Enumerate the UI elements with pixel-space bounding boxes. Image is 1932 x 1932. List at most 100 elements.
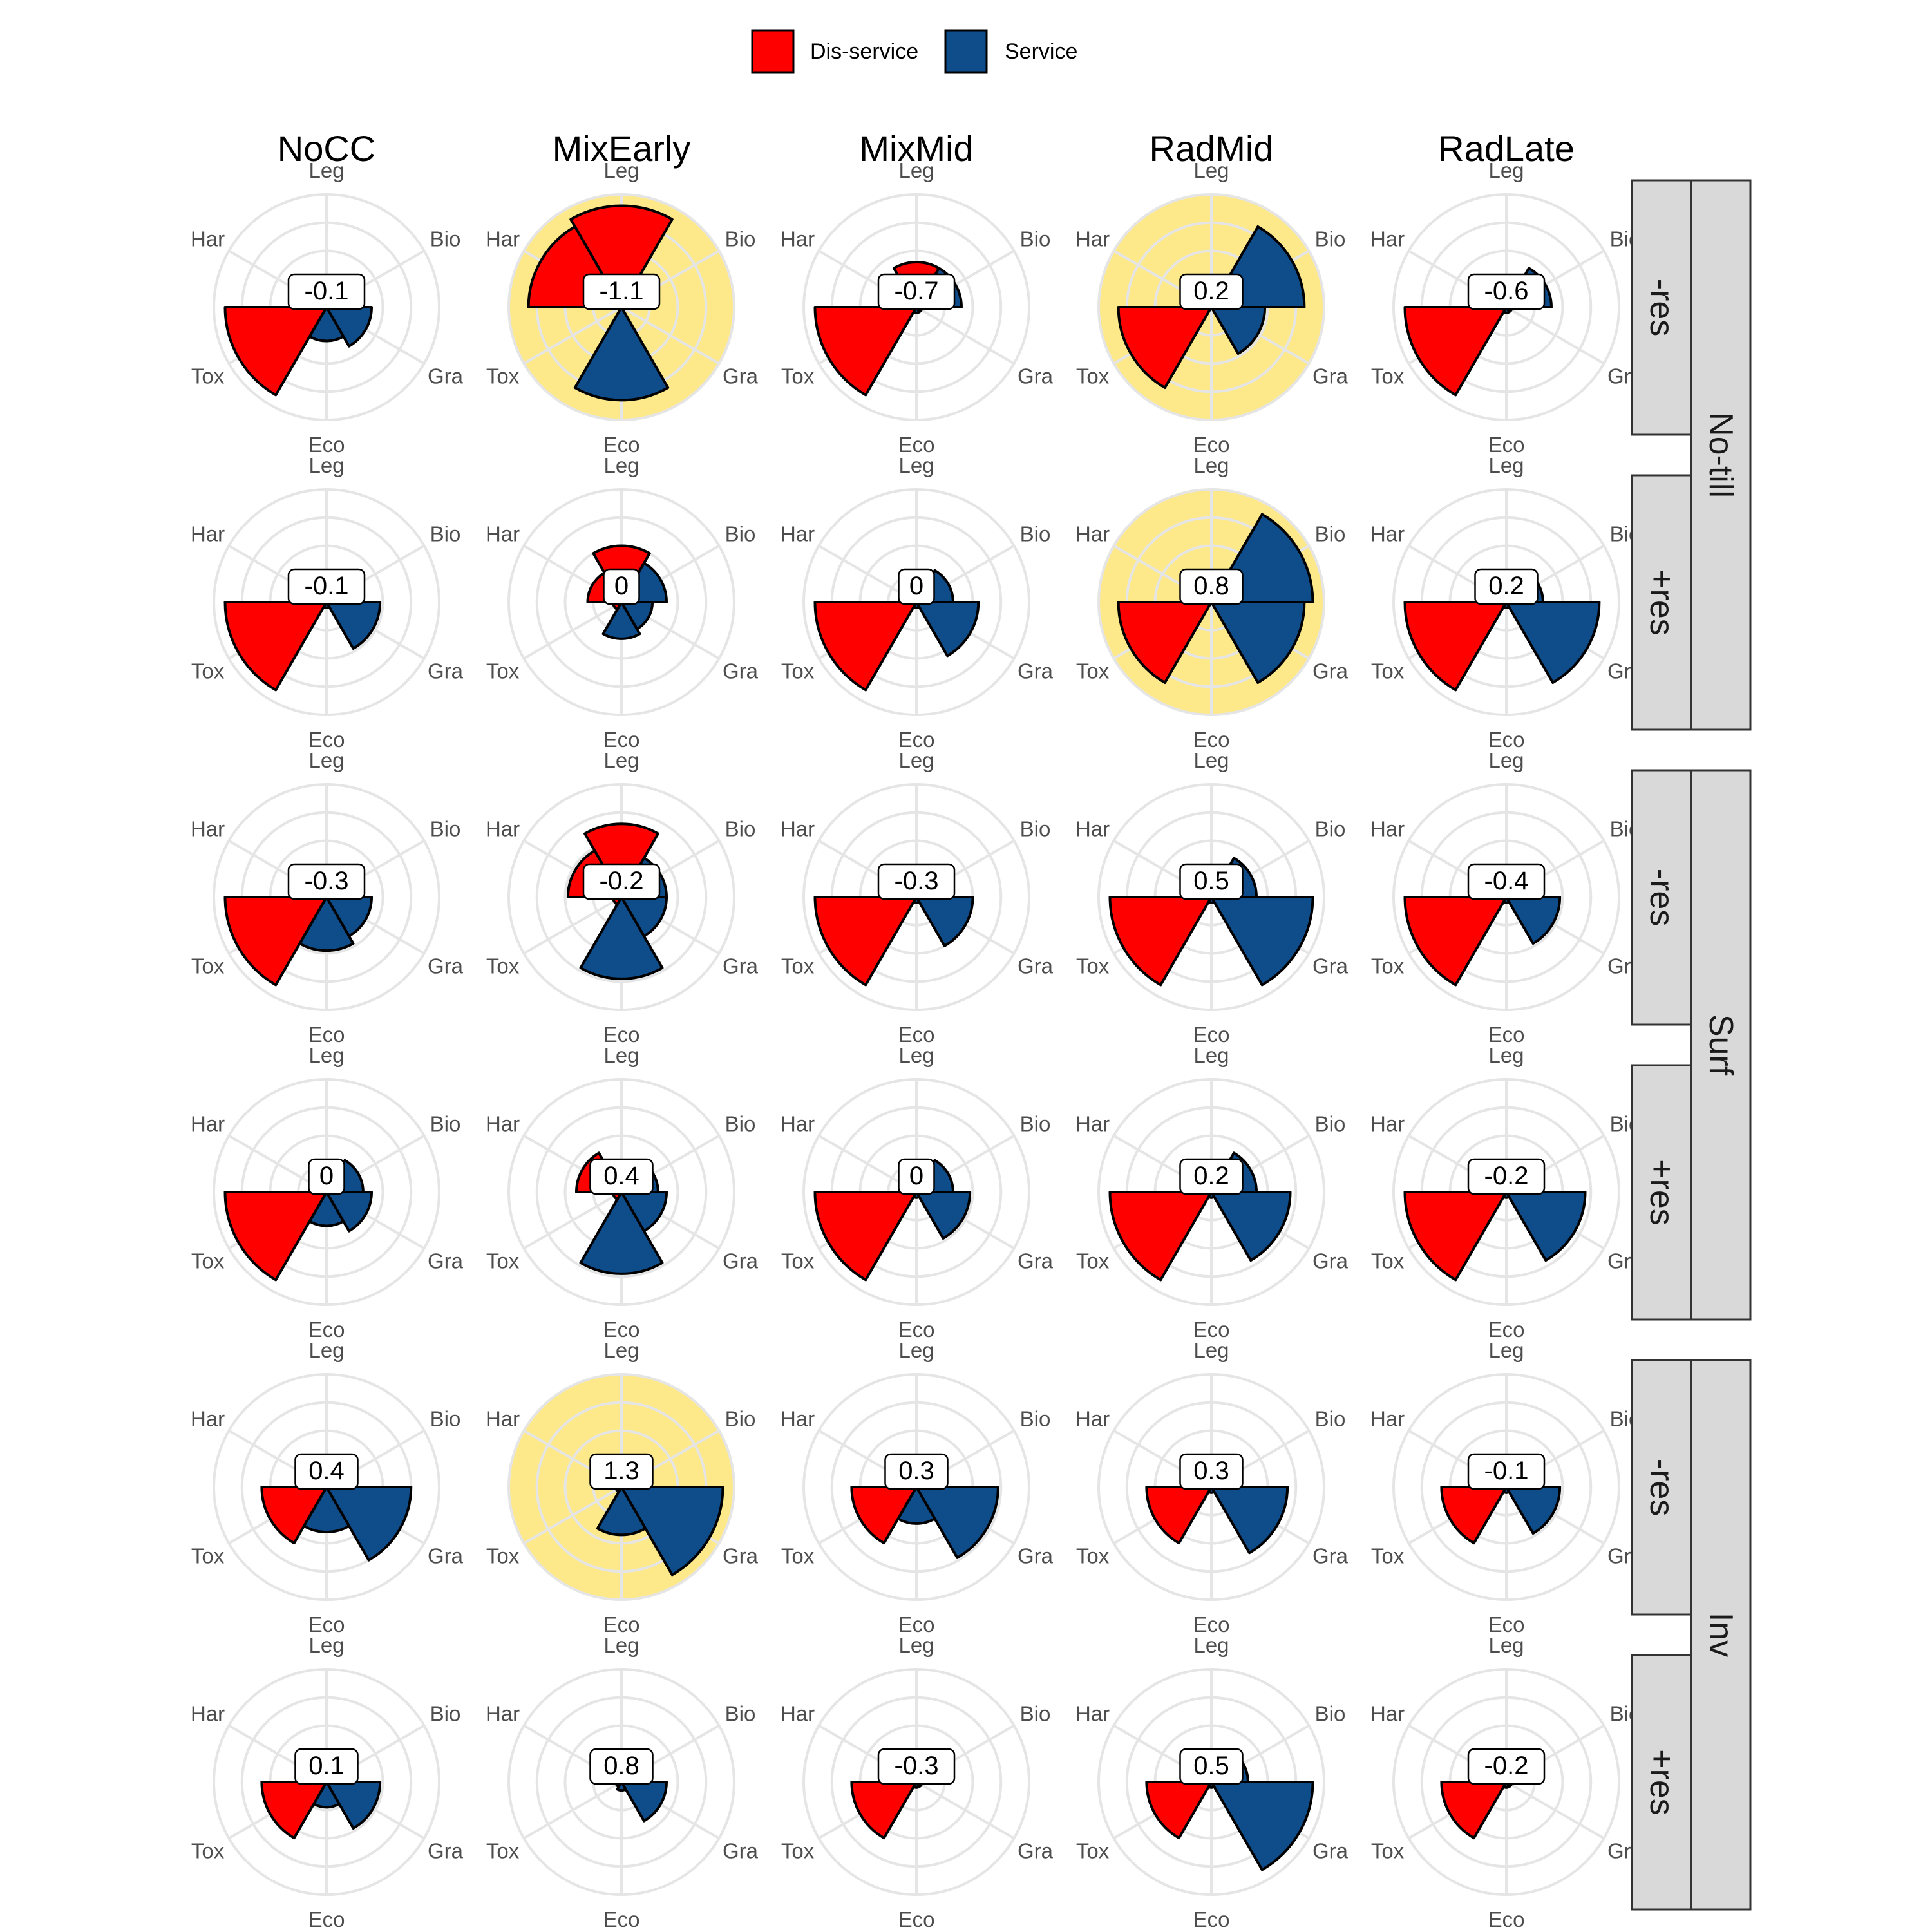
axis-label-bio: Bio	[725, 1702, 756, 1726]
strip-nominus-till	[1690, 179, 1752, 731]
axis-label-bio: Bio	[1315, 522, 1346, 546]
axis-label-tox: Tox	[486, 1839, 520, 1863]
bar-gra	[325, 1486, 413, 1562]
axis-label-leg: Leg	[1488, 453, 1524, 477]
axis-label-gra: Gra	[428, 1839, 464, 1863]
bar-tox	[1145, 1781, 1213, 1840]
axis-label-eco: Eco	[898, 1318, 935, 1341]
bar-tox	[813, 1191, 918, 1282]
facet-strips: -res +res -res +res -res +res No-till Surf Inv	[1631, 179, 1752, 1911]
axis-label-bio: Bio	[1020, 227, 1051, 251]
axis-label-leg: Leg	[1488, 158, 1524, 182]
score-label-box	[287, 863, 366, 900]
strip-label-tillage: No-till	[1702, 412, 1739, 498]
axis-label-har: Har	[486, 1407, 520, 1431]
grid-spoke	[523, 306, 623, 365]
score-label: 0	[319, 1162, 334, 1190]
score-label: -0.2	[1484, 1162, 1529, 1190]
score-label: -0.4	[1484, 867, 1529, 895]
bar-gra	[1210, 896, 1314, 987]
score-label: 0.8	[1193, 572, 1229, 600]
axis-label-bio: Bio	[1315, 1407, 1346, 1431]
score-label-box	[1467, 1453, 1546, 1490]
axis-label-leg: Leg	[1193, 158, 1229, 182]
axis-label-leg: Leg	[1193, 748, 1229, 772]
score-label-box	[1179, 1453, 1244, 1490]
axis-label-bio: Bio	[725, 1112, 756, 1136]
panel-nominus-till-minus-res-nocc: Leg Bio Gra Eco Tox Har -0.1	[191, 158, 464, 457]
axis-label-gra: Gra	[1312, 365, 1349, 388]
bar-gra	[325, 1191, 373, 1233]
panel-surf-plusres-mixearly: Leg Bio Gra Eco Tox Har 0.4	[486, 1043, 759, 1341]
score-label: -0.7	[895, 277, 939, 305]
strip-inv-minus-res	[1631, 1359, 1692, 1616]
axis-label-tox: Tox	[1076, 659, 1110, 683]
panel-nominus-till-plusres-mixearly: Leg Bio Gra Eco Tox Har 0	[486, 453, 759, 752]
axis-label-tox: Tox	[191, 954, 225, 978]
panel-inv-plusres-radmid: Leg Bio Gra Eco Tox Har 0.5	[1075, 1633, 1349, 1931]
axis-label-leg: Leg	[603, 1338, 639, 1362]
axis-label-leg: Leg	[308, 1338, 344, 1362]
bar-eco	[579, 1191, 664, 1275]
axis-label-gra: Gra	[428, 659, 464, 683]
axis-label-leg: Leg	[1488, 1043, 1524, 1067]
score-label: 0.5	[1193, 1752, 1229, 1780]
axis-label-tox: Tox	[191, 1839, 225, 1863]
axis-label-eco: Eco	[603, 1613, 640, 1636]
axis-label-leg: Leg	[898, 158, 934, 182]
score-label: 0.4	[603, 1162, 639, 1190]
score-label: -0.1	[305, 277, 349, 305]
score-label: 0.3	[898, 1457, 934, 1485]
bar-gra	[1505, 601, 1601, 685]
score-label: 0.4	[308, 1457, 345, 1485]
axis-label-eco: Eco	[308, 728, 345, 752]
axis-label-tox: Tox	[191, 1544, 225, 1568]
axis-label-gra: Gra	[428, 954, 464, 978]
score-label-box	[1467, 273, 1546, 310]
bar-tox	[1108, 1191, 1213, 1282]
axis-label-eco: Eco	[603, 728, 640, 752]
legend-key-service	[944, 29, 988, 74]
axis-label-gra: Gra	[723, 954, 759, 978]
score-label-box	[589, 1748, 654, 1785]
panel-nominus-till-minus-res-radmid: Leg Bio Gra Eco Tox Har 0.2	[1075, 158, 1349, 457]
panel-surf-minus-res-nocc: Leg Bio Gra Eco Tox Har -0.3	[191, 748, 464, 1046]
axis-label-bio: Bio	[430, 1702, 461, 1726]
bar-gra	[620, 896, 668, 938]
panel-surf-plusres-radmid: Leg Bio Gra Eco Tox Har 0.2	[1075, 1043, 1349, 1341]
axis-label-har: Har	[781, 817, 815, 841]
grid-spoke	[523, 1781, 623, 1840]
axis-label-leg: Leg	[1488, 748, 1524, 772]
axis-label-eco: Eco	[1193, 433, 1230, 457]
bar-gra	[1210, 1486, 1289, 1555]
axis-label-leg: Leg	[898, 748, 934, 772]
axis-label-bio: Bio	[1020, 1407, 1051, 1431]
bar-eco	[596, 1486, 647, 1537]
bar-tox	[223, 1191, 328, 1282]
panel-inv-minus-res-mixmid: Leg Bio Gra Eco Tox Har 0.3	[781, 1338, 1054, 1636]
axis-label-bio: Bio	[725, 522, 756, 546]
bar-gra	[325, 1781, 382, 1830]
axis-label-gra: Gra	[428, 1249, 464, 1273]
score-label: 0	[909, 1162, 923, 1190]
bar-gra	[915, 896, 974, 947]
axis-label-bio: Bio	[1315, 227, 1346, 251]
score-label-box	[603, 568, 640, 605]
axis-label-gra: Gra	[1312, 1839, 1349, 1863]
strip-nominus-till-minus-res	[1631, 179, 1692, 436]
axis-label-tox: Tox	[781, 365, 815, 388]
axis-label-eco: Eco	[603, 1023, 640, 1046]
axis-label-har: Har	[191, 227, 225, 251]
axis-label-bio: Bio	[1020, 1702, 1051, 1726]
axis-label-har: Har	[1370, 1702, 1405, 1726]
score-label: 0.1	[308, 1752, 345, 1780]
axis-label-gra: Gra	[428, 365, 464, 388]
axis-label-leg: Leg	[898, 1633, 934, 1657]
axis-label-tox: Tox	[191, 659, 225, 683]
axis-label-har: Har	[1370, 817, 1405, 841]
column-header-nocc: NoCC	[278, 128, 375, 169]
